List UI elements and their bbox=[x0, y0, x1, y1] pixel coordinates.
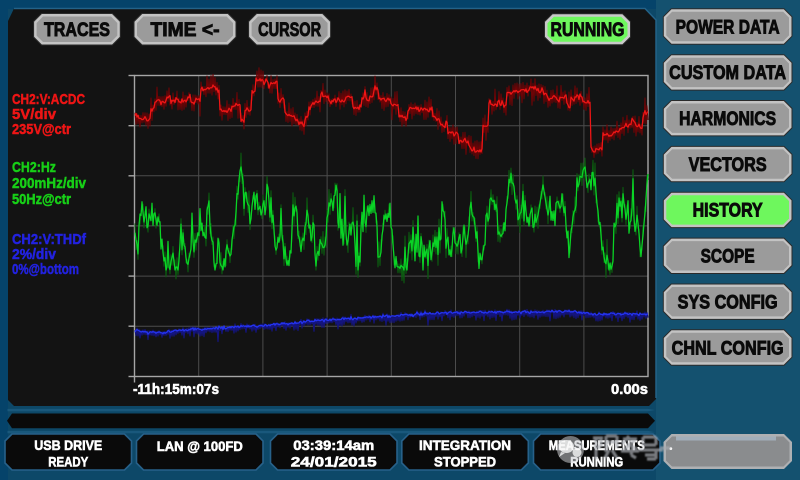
svg-text:STOPPED: STOPPED bbox=[434, 453, 496, 469]
svg-text:VECTORS: VECTORS bbox=[689, 155, 767, 176]
svg-text:03:39:14am: 03:39:14am bbox=[293, 437, 374, 453]
svg-text:24/01/2015: 24/01/2015 bbox=[291, 453, 377, 469]
svg-text:0.00s: 0.00s bbox=[611, 381, 648, 398]
svg-text:HARMONICS: HARMONICS bbox=[679, 109, 776, 130]
svg-text:READY: READY bbox=[48, 453, 89, 469]
svg-text:SYS CONFIG: SYS CONFIG bbox=[678, 293, 778, 314]
svg-text:TIME <-: TIME <- bbox=[151, 20, 220, 41]
svg-text:USB DRIVE: USB DRIVE bbox=[34, 437, 102, 453]
svg-text:POWER DATA: POWER DATA bbox=[676, 17, 780, 38]
svg-text:CUSTOM DATA: CUSTOM DATA bbox=[669, 63, 786, 84]
svg-text:CURSOR: CURSOR bbox=[258, 20, 321, 41]
svg-text:2%/div: 2%/div bbox=[12, 246, 57, 263]
svg-text:INTEGRATION: INTEGRATION bbox=[419, 437, 511, 453]
svg-text:CH2:V:ACDC: CH2:V:ACDC bbox=[12, 91, 85, 108]
svg-text:5V/div: 5V/div bbox=[12, 106, 57, 123]
svg-text:RUNNING: RUNNING bbox=[551, 20, 625, 41]
svg-text:SCOPE: SCOPE bbox=[701, 247, 755, 268]
svg-text:50Hz@ctr: 50Hz@ctr bbox=[12, 191, 71, 208]
svg-text:RUNNING: RUNNING bbox=[570, 453, 623, 469]
svg-text:235V@ctr: 235V@ctr bbox=[12, 121, 71, 138]
svg-text:TRACES: TRACES bbox=[44, 20, 110, 41]
svg-text:HISTORY: HISTORY bbox=[693, 201, 763, 222]
svg-text:0%@bottom: 0%@bottom bbox=[12, 261, 79, 278]
svg-text:200mHz/div: 200mHz/div bbox=[12, 175, 87, 192]
svg-text:-11h:15m:07s: -11h:15m:07s bbox=[133, 381, 219, 398]
svg-text:CH2:V:THDf: CH2:V:THDf bbox=[12, 231, 87, 248]
svg-text:CH2:Hz: CH2:Hz bbox=[12, 159, 56, 176]
svg-text:CHNL CONFIG: CHNL CONFIG bbox=[672, 338, 784, 359]
svg-text:LAN @ 100FD: LAN @ 100FD bbox=[157, 438, 243, 454]
